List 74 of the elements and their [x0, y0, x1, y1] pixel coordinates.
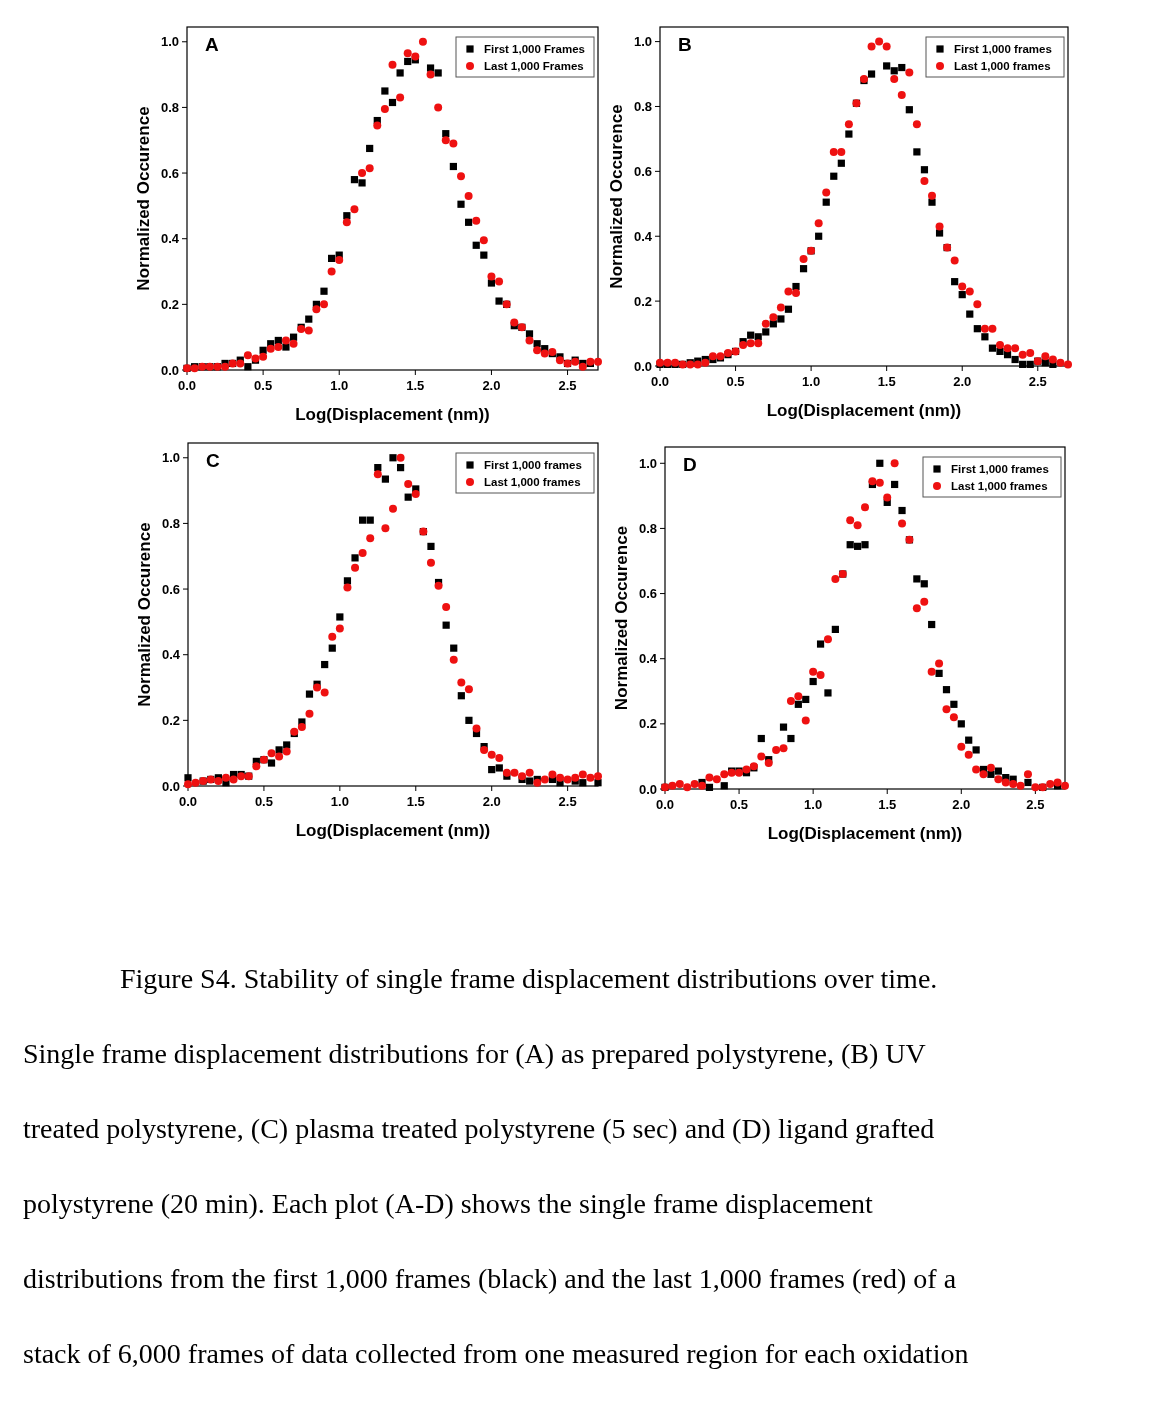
- x-tick-label: 1.5: [878, 797, 897, 812]
- y-tick-label: 0.2: [161, 712, 180, 728]
- x-tick-label: 2.5: [1028, 374, 1047, 389]
- x-tick-label: 2.5: [1026, 797, 1045, 812]
- text: polystyrene (20 min). Each plot (A-D) shows the single frame displacement: [23, 1188, 874, 1219]
- x-tick-label: 0.5: [254, 378, 273, 393]
- x-tick-label: 0.0: [650, 374, 670, 389]
- y-tick-label: 0.6: [161, 581, 180, 597]
- y-tick-label: 0.0: [161, 778, 180, 794]
- y-tick-label: 0.2: [633, 293, 652, 309]
- y-tick-label: 0.8: [160, 99, 179, 115]
- text: stack of 6,000 frames of data collected from one measured region for each oxidation: [23, 1338, 969, 1369]
- x-tick-label: 1.0: [330, 794, 349, 809]
- chart-title: C: [206, 450, 220, 471]
- text: Single frame displacement distributions for (A) as prepared polystyrene, (B) UV: [23, 1038, 926, 1069]
- chart-title: D: [683, 454, 697, 475]
- x-tick-label: 0.5: [254, 794, 273, 809]
- y-tick-label: 0.8: [633, 98, 652, 114]
- x-axis-title: Log(Displacement (nm)): [766, 401, 962, 420]
- y-tick-label: 1.0: [161, 450, 180, 466]
- y-tick-label: 0.6: [638, 586, 657, 602]
- x-tick-label: 2.0: [482, 794, 501, 809]
- y-axis-title: Normalized Occurence: [134, 106, 153, 291]
- legend-label: Last 1,000 frames: [951, 480, 1048, 492]
- x-tick-label: 2.0: [482, 378, 501, 393]
- x-axis-title: Log(Displacement (nm)): [767, 824, 963, 843]
- x-tick-label: 1.0: [330, 378, 349, 393]
- x-axis-title: Log(Displacement (nm)): [295, 405, 490, 424]
- y-tick-label: 0.0: [633, 358, 652, 374]
- x-tick-label: 1.5: [406, 378, 425, 393]
- legend-label: First 1,000 frames: [954, 43, 1052, 55]
- y-tick-label: 1.0: [638, 455, 657, 471]
- y-tick-label: 0.4: [160, 231, 180, 247]
- x-tick-label: 1.5: [406, 794, 425, 809]
- chart-title: B: [678, 34, 692, 55]
- y-tick-label: 1.0: [160, 34, 179, 50]
- y-tick-label: 0.0: [638, 781, 657, 797]
- legend-label: Last 1,000 frames: [954, 60, 1051, 72]
- y-tick-label: 0.6: [633, 163, 652, 179]
- x-axis-title: Log(Displacement (nm)): [295, 821, 491, 840]
- x-tick-label: 2.5: [558, 378, 577, 393]
- legend-label: Last 1,000 Frames: [484, 60, 584, 72]
- y-tick-label: 0.4: [638, 651, 658, 667]
- y-axis-title: Normalized Occurence: [607, 104, 626, 289]
- legend-label: First 1,000 Frames: [484, 43, 586, 55]
- y-tick-label: 0.0: [160, 362, 179, 378]
- caption: Figure S4. Stability of single frame displacement distributions over time.: [120, 963, 938, 994]
- text: treated polystyrene, (C) plasma treated polystyrene (5 sec) and (D) ligand grafted: [23, 1113, 935, 1144]
- x-tick-label: 0.0: [655, 797, 675, 812]
- x-tick-label: 0.5: [726, 374, 745, 389]
- x-tick-label: 2.5: [558, 794, 577, 809]
- y-axis-title: Normalized Occurence: [612, 525, 631, 711]
- y-tick-label: 1.0: [633, 34, 652, 50]
- x-tick-label: 0.0: [178, 794, 198, 809]
- x-tick-label: 1.0: [804, 797, 823, 812]
- x-tick-label: 0.0: [177, 378, 197, 393]
- x-tick-label: 0.5: [730, 797, 749, 812]
- y-tick-label: 0.8: [161, 515, 180, 531]
- x-tick-label: 1.0: [802, 374, 821, 389]
- y-axis-title: Normalized Occurence: [135, 522, 154, 707]
- text: distributions from the first 1,000 frames (black) and the last 1,000 frames (red) of a: [23, 1263, 957, 1294]
- y-tick-label: 0.6: [160, 165, 179, 181]
- x-tick-label: 2.0: [952, 797, 971, 812]
- y-tick-label: 0.8: [638, 520, 657, 536]
- y-tick-label: 0.4: [633, 228, 653, 244]
- x-tick-label: 1.5: [877, 374, 896, 389]
- x-tick-label: 2.0: [953, 374, 972, 389]
- legend-label: First 1,000 frames: [951, 463, 1049, 475]
- y-tick-label: 0.4: [161, 647, 181, 663]
- chart-title: A: [205, 34, 219, 55]
- legend-label: Last 1,000 frames: [484, 476, 581, 488]
- legend-label: First 1,000 frames: [484, 459, 582, 471]
- y-tick-label: 0.2: [160, 296, 179, 312]
- y-tick-label: 0.2: [638, 716, 657, 732]
